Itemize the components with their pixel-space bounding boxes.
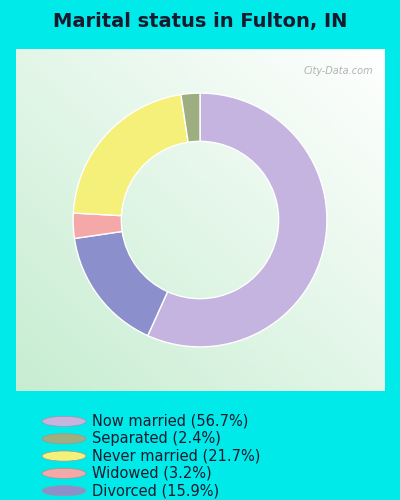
Wedge shape bbox=[73, 213, 122, 238]
Text: Never married (21.7%): Never married (21.7%) bbox=[92, 448, 260, 464]
Text: Widowed (3.2%): Widowed (3.2%) bbox=[92, 466, 212, 481]
Text: Marital status in Fulton, IN: Marital status in Fulton, IN bbox=[53, 12, 347, 32]
Text: City-Data.com: City-Data.com bbox=[303, 66, 373, 76]
Text: Separated (2.4%): Separated (2.4%) bbox=[92, 431, 221, 446]
Circle shape bbox=[42, 434, 86, 444]
Circle shape bbox=[42, 451, 86, 461]
Text: Now married (56.7%): Now married (56.7%) bbox=[92, 414, 248, 429]
Wedge shape bbox=[74, 232, 168, 336]
Circle shape bbox=[42, 468, 86, 478]
Circle shape bbox=[42, 486, 86, 496]
Wedge shape bbox=[73, 94, 188, 216]
Text: Divorced (15.9%): Divorced (15.9%) bbox=[92, 483, 219, 498]
Circle shape bbox=[42, 416, 86, 426]
Wedge shape bbox=[148, 93, 327, 347]
Wedge shape bbox=[181, 93, 200, 142]
